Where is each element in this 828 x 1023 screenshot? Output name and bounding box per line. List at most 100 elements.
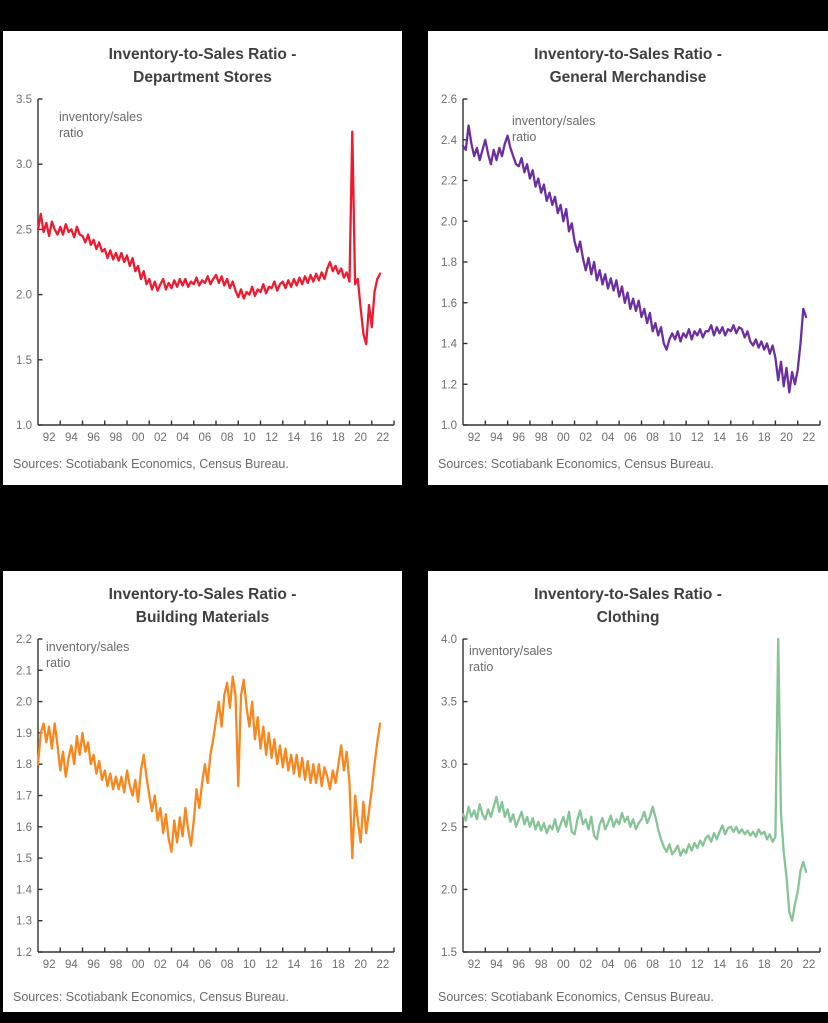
svg-text:2.5: 2.5: [16, 224, 32, 236]
svg-text:06: 06: [198, 432, 211, 444]
chart-title-general-merchandise: Inventory-to-Sales Ratio - General Merch…: [428, 43, 828, 89]
svg-text:98: 98: [109, 959, 122, 971]
chart-panel-clothing: 1.5 2.0 2.5 3.0 3.5 4.0 92 94 96 98 00 02 04 06 08 10 12…: [428, 571, 828, 1012]
svg-text:12: 12: [265, 432, 278, 444]
chart-panel-department-stores: 1.0 1.5 2.0 2.5 3.0 3.5 92 94 96 98 00 02 04 06 08 10 12…: [3, 31, 402, 485]
svg-text:20: 20: [354, 432, 367, 444]
svg-text:14: 14: [713, 959, 726, 971]
unit-label-line2: ratio: [59, 126, 84, 140]
svg-text:18: 18: [758, 432, 771, 444]
svg-text:2.2: 2.2: [441, 176, 457, 188]
svg-text:2.0: 2.0: [441, 216, 457, 228]
chart-title-clothing: Inventory-to-Sales Ratio - Clothing: [428, 583, 828, 629]
svg-text:02: 02: [579, 432, 592, 444]
svg-text:1.0: 1.0: [441, 420, 457, 432]
svg-text:94: 94: [490, 959, 503, 971]
svg-text:1.8: 1.8: [16, 759, 32, 771]
svg-text:12: 12: [265, 959, 278, 971]
chart-title-line1: Inventory-to-Sales Ratio -: [534, 586, 722, 603]
svg-text:04: 04: [176, 432, 189, 444]
chart-title-department-stores: Inventory-to-Sales Ratio - Department St…: [3, 43, 402, 89]
chart-canvas-department-stores: 1.0 1.5 2.0 2.5 3.0 3.5 92 94 96 98 00 02 04 06 08 10 12…: [16, 94, 395, 444]
chart-title-building-materials: Inventory-to-Sales Ratio - Building Mate…: [3, 583, 402, 629]
svg-text:3.0: 3.0: [441, 759, 457, 771]
svg-text:92: 92: [468, 432, 481, 444]
svg-text:98: 98: [535, 959, 548, 971]
svg-text:1.6: 1.6: [16, 822, 32, 834]
svg-text:16: 16: [736, 959, 749, 971]
svg-text:18: 18: [758, 959, 771, 971]
svg-text:18: 18: [332, 432, 345, 444]
y-axis-unit-label: inventory/sales ratio: [59, 109, 142, 141]
svg-text:12: 12: [691, 432, 704, 444]
svg-text:92: 92: [43, 959, 56, 971]
svg-text:4.0: 4.0: [441, 634, 457, 646]
svg-text:22: 22: [802, 432, 815, 444]
svg-text:08: 08: [646, 432, 659, 444]
svg-text:1.5: 1.5: [16, 853, 32, 865]
svg-text:06: 06: [198, 959, 211, 971]
chart-panel-general-merchandise: 1.0 1.2 1.4 1.6 1.8 2.0 2.2 2.4 2.6 92 94 96 98 00 02 0…: [428, 31, 828, 485]
source-note: Sources: Scotiabank Economics, Census Bu…: [13, 990, 289, 1004]
svg-text:94: 94: [65, 432, 78, 444]
svg-text:1.4: 1.4: [16, 884, 33, 896]
svg-text:1.7: 1.7: [16, 791, 32, 803]
chart-canvas-building-materials: 1.2 1.3 1.4 1.5 1.6 1.7 1.8 1.9 2.0 2.1 2.2 92 94 96 9…: [16, 634, 395, 971]
y-axis-unit-label: inventory/sales ratio: [469, 643, 552, 675]
svg-text:04: 04: [602, 959, 615, 971]
svg-text:92: 92: [43, 432, 56, 444]
svg-text:96: 96: [87, 432, 100, 444]
svg-text:00: 00: [557, 959, 570, 971]
svg-text:20: 20: [780, 959, 793, 971]
unit-label-line1: inventory/sales: [46, 640, 130, 654]
svg-text:10: 10: [243, 432, 256, 444]
svg-text:2.1: 2.1: [16, 665, 32, 677]
svg-text:98: 98: [109, 432, 122, 444]
y-axis-unit-label: inventory/sales ratio: [512, 113, 595, 145]
svg-text:2.2: 2.2: [16, 634, 32, 646]
svg-text:02: 02: [154, 959, 167, 971]
svg-text:22: 22: [376, 959, 389, 971]
svg-text:16: 16: [736, 432, 749, 444]
svg-text:10: 10: [669, 959, 682, 971]
chart-title-line2: Building Materials: [135, 609, 270, 626]
svg-text:12: 12: [691, 959, 704, 971]
chart-title-line2: Department Stores: [133, 69, 272, 86]
svg-text:94: 94: [65, 959, 78, 971]
svg-text:20: 20: [780, 432, 793, 444]
svg-text:1.8: 1.8: [441, 257, 457, 269]
svg-text:16: 16: [310, 432, 323, 444]
svg-text:14: 14: [713, 432, 726, 444]
unit-label-line1: inventory/sales: [59, 110, 143, 124]
svg-text:94: 94: [490, 432, 503, 444]
unit-label-line1: inventory/sales: [469, 644, 553, 658]
svg-text:96: 96: [512, 959, 525, 971]
source-note: Sources: Scotiabank Economics, Census Bu…: [13, 457, 289, 471]
svg-text:1.5: 1.5: [441, 947, 457, 959]
svg-text:02: 02: [154, 432, 167, 444]
svg-text:10: 10: [243, 959, 256, 971]
svg-text:3.5: 3.5: [441, 697, 457, 709]
svg-text:1.5: 1.5: [16, 355, 32, 367]
chart-panel-building-materials: 1.2 1.3 1.4 1.5 1.6 1.7 1.8 1.9 2.0 2.1 2.2 92 94 96 9…: [3, 571, 402, 1012]
svg-text:10: 10: [669, 432, 682, 444]
svg-text:1.2: 1.2: [441, 379, 457, 391]
svg-text:1.6: 1.6: [441, 298, 457, 310]
svg-text:20: 20: [354, 959, 367, 971]
svg-text:1.4: 1.4: [441, 339, 458, 351]
svg-text:18: 18: [332, 959, 345, 971]
chart-title-line1: Inventory-to-Sales Ratio -: [108, 46, 297, 63]
svg-text:00: 00: [132, 959, 145, 971]
svg-text:08: 08: [646, 959, 659, 971]
svg-text:98: 98: [535, 432, 548, 444]
svg-text:3.0: 3.0: [16, 159, 32, 171]
svg-text:2.4: 2.4: [441, 135, 458, 147]
svg-text:04: 04: [176, 959, 189, 971]
svg-text:2.0: 2.0: [441, 884, 457, 896]
unit-label-line2: ratio: [512, 130, 537, 144]
svg-text:2.6: 2.6: [441, 94, 457, 106]
svg-text:08: 08: [221, 959, 234, 971]
svg-text:2.0: 2.0: [16, 290, 32, 302]
svg-text:04: 04: [602, 432, 615, 444]
